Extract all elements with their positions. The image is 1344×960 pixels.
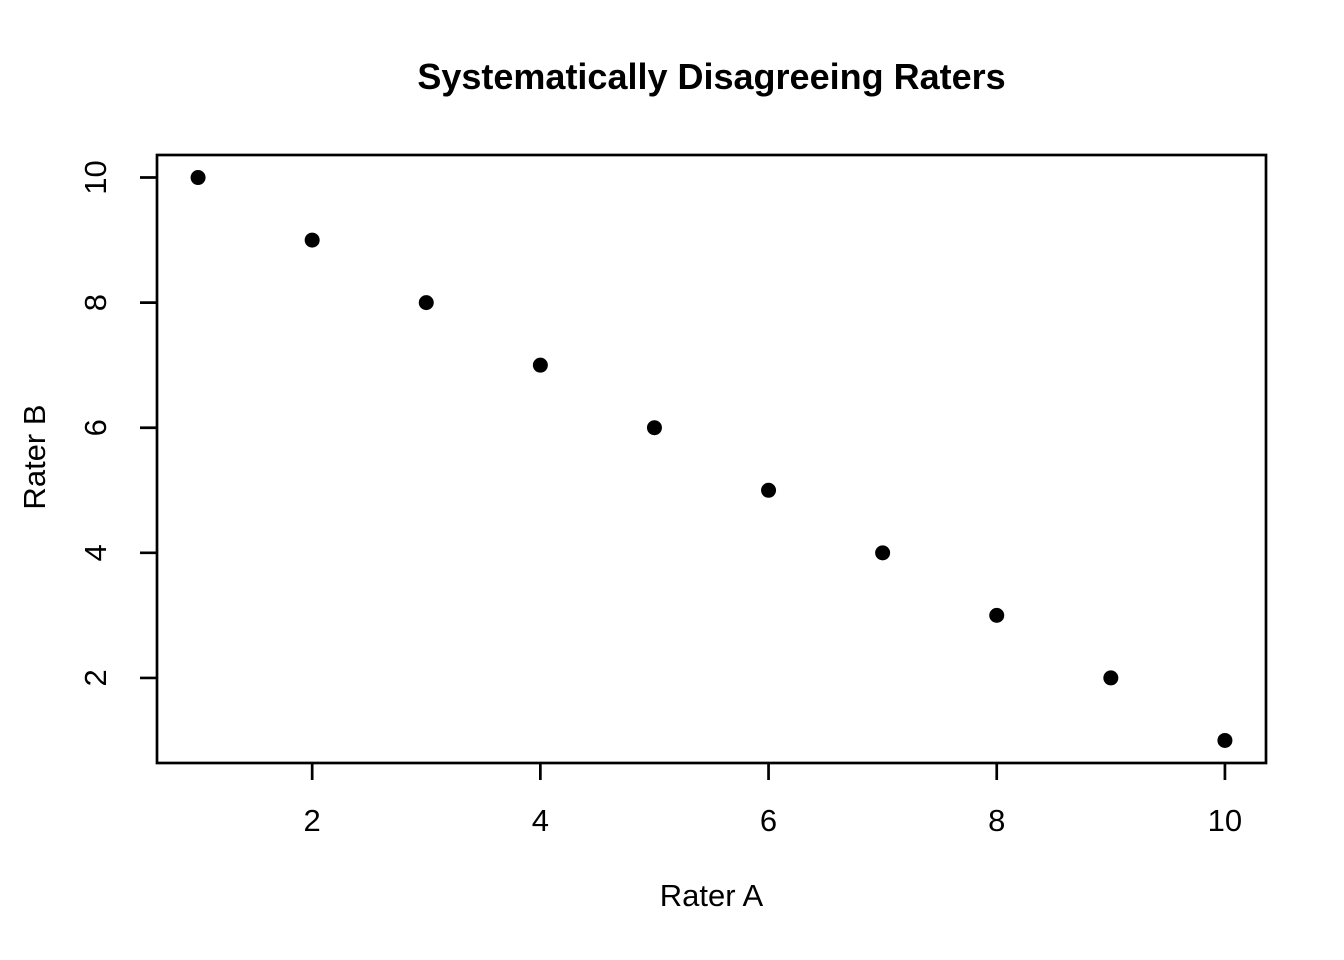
x-tick-label: 6 xyxy=(760,803,777,838)
x-tick-label: 10 xyxy=(1208,803,1242,838)
data-point xyxy=(532,357,548,373)
data-point xyxy=(304,232,320,248)
data-point xyxy=(418,295,434,311)
y-tick-label: 4 xyxy=(78,544,113,561)
x-tick-label: 4 xyxy=(532,803,549,838)
y-tick-label: 10 xyxy=(78,160,113,194)
y-tick-label: 2 xyxy=(78,669,113,686)
chart-title: Systematically Disagreeing Raters xyxy=(417,56,1006,97)
x-axis-label: Rater A xyxy=(659,878,764,913)
data-point xyxy=(875,545,891,561)
plot-box xyxy=(155,153,1268,765)
data-point xyxy=(761,482,777,498)
data-point xyxy=(646,420,662,436)
y-axis-label: Rater B xyxy=(17,404,52,510)
y-tick-label: 6 xyxy=(78,419,113,436)
data-point xyxy=(190,170,206,186)
x-tick-label: 8 xyxy=(988,803,1005,838)
data-point xyxy=(1217,732,1233,748)
data-point xyxy=(1103,670,1119,686)
x-tick-label: 2 xyxy=(304,803,321,838)
data-point xyxy=(989,607,1005,623)
y-tick-label: 8 xyxy=(78,294,113,311)
